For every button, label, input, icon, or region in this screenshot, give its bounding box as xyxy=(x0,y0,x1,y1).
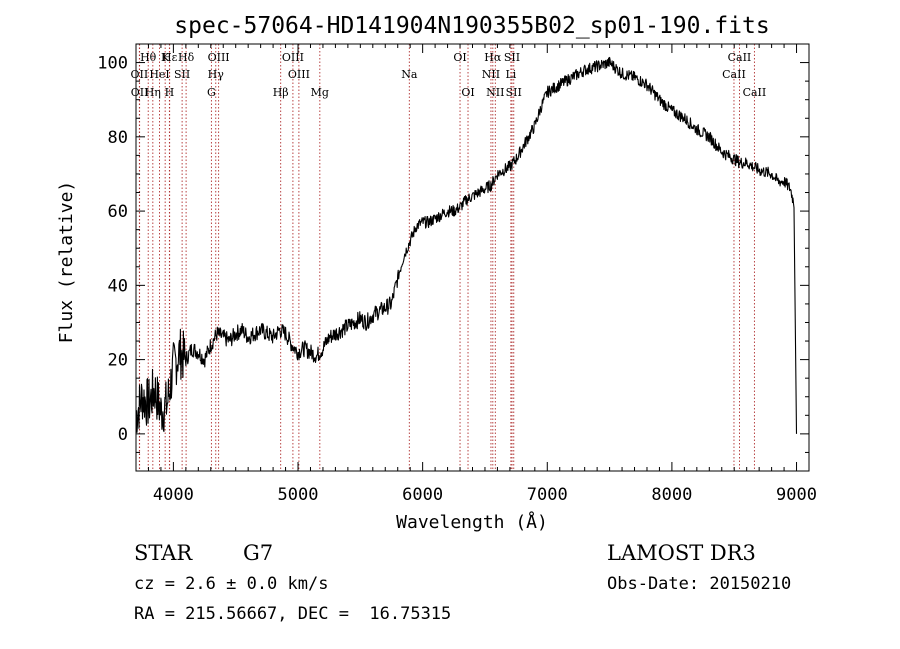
x-axis-label: Wavelength (Å) xyxy=(396,511,548,533)
y-tick-label: 100 xyxy=(97,54,128,74)
line-marker-label-23: Hβ xyxy=(273,86,289,99)
object-class: STAR xyxy=(134,541,193,565)
line-marker-label-2: K xyxy=(161,51,170,64)
redshift-text: cz = 2.6 ± 0.0 km/s xyxy=(134,574,328,594)
line-marker-label-11: HeI xyxy=(149,68,169,81)
line-marker-label-18: CaII xyxy=(722,68,746,81)
line-marker-label-0: Hθ xyxy=(140,51,157,64)
line-marker-label-1: Hε xyxy=(162,51,178,64)
line-marker-label-14: OIII xyxy=(288,68,310,81)
line-marker-label-21: H xyxy=(165,86,175,99)
line-marker-label-22: G xyxy=(207,86,216,99)
line-marker-label-26: NII xyxy=(486,86,504,99)
y-axis: 0 20 40 60 80 100 xyxy=(97,43,809,472)
line-marker-label-17: Li xyxy=(505,68,516,81)
line-marker-label-9: CaII xyxy=(728,51,752,64)
x-tick-label: 4000 xyxy=(153,485,194,505)
line-marker-label-7: Hα xyxy=(484,51,502,64)
x-tick-label: 8000 xyxy=(651,485,692,505)
x-tick-label: 9000 xyxy=(776,485,817,505)
y-axis-label: Flux (relative) xyxy=(56,181,77,344)
chart-title: spec-57064-HD141904N190355B02_sp01-190.f… xyxy=(174,13,769,39)
line-marker-label-20: Hη xyxy=(145,86,161,99)
x-tick-label: 5000 xyxy=(278,485,319,505)
coordinates: RA = 215.56667, DEC = 16.75315 xyxy=(134,604,451,624)
line-marker-label-8: SII xyxy=(504,51,520,64)
line-marker-label-19: OII xyxy=(131,86,149,99)
obs-date: Obs-Date: 20150210 xyxy=(607,574,791,594)
info-panel: STAR G7 LAMOST DR3 cz = 2.6 ± 0.0 km/s O… xyxy=(134,541,791,624)
line-marker-label-16: NII xyxy=(482,68,500,81)
y-tick-label: 80 xyxy=(108,128,128,148)
x-axis: 4000 5000 6000 7000 8000 9000 xyxy=(147,44,817,505)
survey-name: LAMOST DR3 xyxy=(607,541,756,565)
y-tick-label: 60 xyxy=(108,202,128,222)
object-subclass: G7 xyxy=(243,541,273,565)
line-marker-label-4: OIII xyxy=(208,51,230,64)
x-tick-label: 6000 xyxy=(402,485,443,505)
line-marker-label-3: Hδ xyxy=(178,51,195,64)
y-tick-label: 20 xyxy=(108,351,128,371)
line-marker-label-5: OIII xyxy=(282,51,304,64)
y-tick-label: 40 xyxy=(108,276,128,296)
line-marker-label-25: OI xyxy=(461,86,474,99)
line-marker-label-15: Na xyxy=(401,68,418,81)
x-tick-label: 7000 xyxy=(527,485,568,505)
line-marker-label-27: SII xyxy=(506,86,522,99)
line-marker-label-12: SII xyxy=(174,68,190,81)
line-marker-label-24: Mg xyxy=(311,86,329,99)
line-marker-label-13: Hγ xyxy=(208,68,225,81)
line-marker-lines xyxy=(138,44,755,471)
line-marker-label-10: OII xyxy=(131,68,149,81)
spectrum-line xyxy=(135,56,798,434)
line-marker-label-28: CaII xyxy=(743,86,767,99)
y-tick-label: 0 xyxy=(118,425,128,445)
line-marker-label-6: OI xyxy=(453,51,466,64)
